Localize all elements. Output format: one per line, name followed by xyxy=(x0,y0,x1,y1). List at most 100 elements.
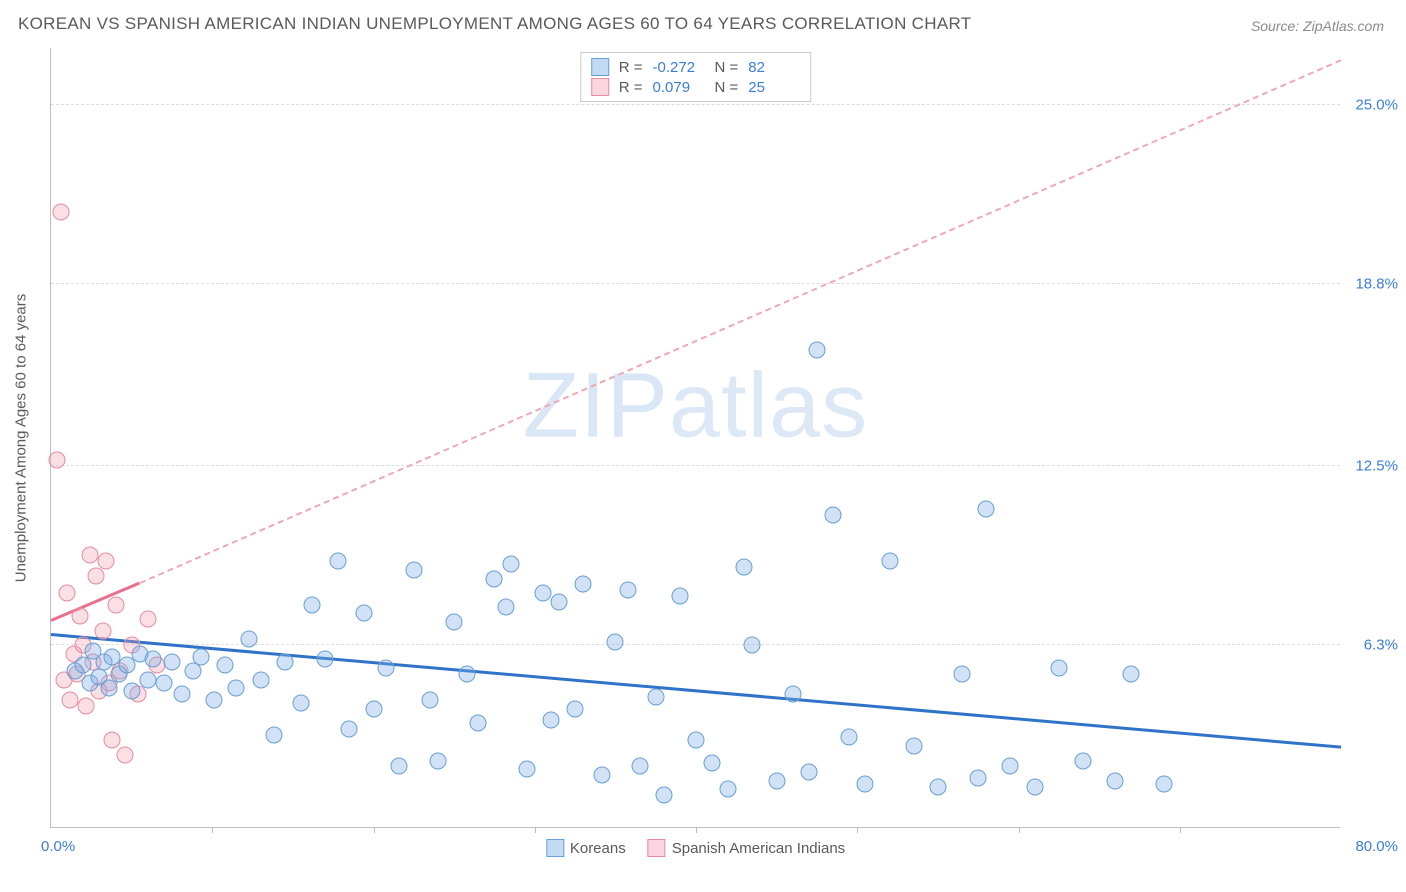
data-point xyxy=(117,746,134,763)
data-point xyxy=(825,507,842,524)
data-point xyxy=(575,576,592,593)
data-point xyxy=(688,732,705,749)
data-point xyxy=(534,585,551,602)
x-tick xyxy=(212,827,213,833)
data-point xyxy=(486,570,503,587)
swatch-icon xyxy=(591,78,609,96)
data-point xyxy=(736,559,753,576)
data-point xyxy=(978,501,995,518)
y-tick-label: 18.8% xyxy=(1346,275,1398,292)
data-point xyxy=(744,637,761,654)
data-point xyxy=(184,663,201,680)
data-point xyxy=(330,553,347,570)
data-point xyxy=(1155,775,1172,792)
data-point xyxy=(52,203,69,220)
data-point xyxy=(647,689,664,706)
data-point xyxy=(518,761,535,778)
x-tick xyxy=(535,827,536,833)
gridline xyxy=(51,104,1340,105)
watermark: ZIPatlas xyxy=(523,354,868,459)
data-point xyxy=(107,596,124,613)
data-point xyxy=(104,732,121,749)
data-point xyxy=(1107,772,1124,789)
x-tick xyxy=(374,827,375,833)
data-point xyxy=(62,691,79,708)
data-point xyxy=(954,665,971,682)
data-point xyxy=(405,561,422,578)
y-tick-label: 12.5% xyxy=(1346,457,1398,474)
data-point xyxy=(123,683,140,700)
data-point xyxy=(192,648,209,665)
x-tick xyxy=(696,827,697,833)
data-point xyxy=(620,582,637,599)
data-point xyxy=(75,657,92,674)
data-point xyxy=(139,611,156,628)
stats-legend-row: R = 0.079 N = 25 xyxy=(591,77,801,97)
data-point xyxy=(720,781,737,798)
data-point xyxy=(1050,660,1067,677)
data-point xyxy=(497,599,514,616)
data-point xyxy=(304,596,321,613)
data-point xyxy=(459,665,476,682)
chart-title: KOREAN VS SPANISH AMERICAN INDIAN UNEMPL… xyxy=(18,14,971,34)
data-point xyxy=(59,585,76,602)
data-point xyxy=(97,553,114,570)
gridline xyxy=(51,283,1340,284)
data-point xyxy=(88,567,105,584)
data-point xyxy=(567,700,584,717)
data-point xyxy=(341,720,358,737)
data-point xyxy=(808,342,825,359)
data-point xyxy=(365,700,382,717)
data-point xyxy=(1002,758,1019,775)
data-point xyxy=(430,752,447,769)
y-tick-label: 6.3% xyxy=(1346,637,1398,654)
data-point xyxy=(841,729,858,746)
data-point xyxy=(542,712,559,729)
data-point xyxy=(1123,665,1140,682)
y-tick-label: 25.0% xyxy=(1346,96,1398,113)
data-point xyxy=(163,654,180,671)
data-point xyxy=(355,605,372,622)
x-axis-max-label: 80.0% xyxy=(1355,838,1398,855)
gridline xyxy=(51,465,1340,466)
legend-item: Koreans xyxy=(546,839,626,857)
stats-legend: R = -0.272 N = 82 R = 0.079 N = 25 xyxy=(580,52,812,102)
swatch-icon xyxy=(546,839,564,857)
data-point xyxy=(228,680,245,697)
data-point xyxy=(276,654,293,671)
data-point xyxy=(292,694,309,711)
x-axis-min-label: 0.0% xyxy=(41,838,75,855)
data-point xyxy=(704,755,721,772)
data-point xyxy=(1026,778,1043,795)
x-tick xyxy=(1019,827,1020,833)
data-point xyxy=(241,631,258,648)
data-point xyxy=(217,657,234,674)
source-label: Source: ZipAtlas.com xyxy=(1251,18,1384,34)
y-axis-label: Unemployment Among Ages 60 to 64 years xyxy=(13,293,30,582)
data-point xyxy=(970,769,987,786)
legend-item: Spanish American Indians xyxy=(648,839,845,857)
data-point xyxy=(265,726,282,743)
data-point xyxy=(81,547,98,564)
swatch-icon xyxy=(591,58,609,76)
data-point xyxy=(72,608,89,625)
swatch-icon xyxy=(648,839,666,857)
trendline xyxy=(139,60,1341,585)
data-point xyxy=(317,651,334,668)
data-point xyxy=(144,651,161,668)
plot-area: ZIPatlas Unemployment Among Ages 60 to 6… xyxy=(50,48,1340,828)
data-point xyxy=(905,738,922,755)
data-point xyxy=(446,613,463,630)
data-point xyxy=(1075,752,1092,769)
data-point xyxy=(800,764,817,781)
data-point xyxy=(655,787,672,804)
data-point xyxy=(607,634,624,651)
data-point xyxy=(550,593,567,610)
data-point xyxy=(881,553,898,570)
data-point xyxy=(155,674,172,691)
data-point xyxy=(78,697,95,714)
data-point xyxy=(421,691,438,708)
x-tick xyxy=(1180,827,1181,833)
data-point xyxy=(205,691,222,708)
data-point xyxy=(929,778,946,795)
